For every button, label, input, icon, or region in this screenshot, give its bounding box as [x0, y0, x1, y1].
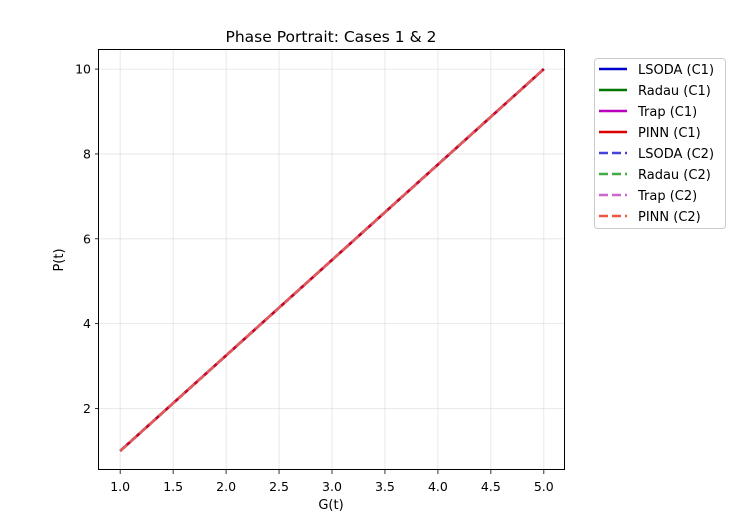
- y-axis-ticks: 2 4 6 8 10: [75, 62, 99, 416]
- x-tick-label: 1.5: [163, 479, 183, 494]
- legend-label: Trap (C1): [637, 105, 697, 120]
- y-tick-label: 8: [83, 146, 91, 161]
- plot-lines: [119, 68, 545, 452]
- x-axis-ticks: 1.0 1.5 2.0 2.5 3.0 3.5 4.0 4.5 5.0: [110, 470, 554, 494]
- x-axis-label: G(t): [318, 498, 343, 513]
- legend: LSODA (C1) Radau (C1) Trap (C1) PINN (C1) LS…: [594, 58, 726, 229]
- legend-label: LSODA (C2): [638, 147, 714, 162]
- x-tick-label: 2.5: [269, 479, 289, 494]
- y-tick-label: 4: [83, 316, 91, 331]
- x-tick-label: 1.0: [110, 479, 130, 494]
- legend-label: PINN (C2): [638, 210, 701, 225]
- legend-label: Radau (C2): [638, 168, 711, 183]
- legend-box: [594, 58, 726, 229]
- y-tick-label: 2: [83, 401, 91, 416]
- x-tick-label: 3.0: [322, 479, 342, 494]
- legend-label: Trap (C2): [637, 189, 697, 204]
- legend-label: PINN (C1): [638, 126, 701, 141]
- x-tick-label: 2.0: [216, 479, 236, 494]
- chart-title: Phase Portrait: Cases 1 & 2: [226, 28, 437, 46]
- series-line-7: [119, 68, 545, 452]
- plot-frame: [98, 49, 565, 470]
- x-tick-label: 3.5: [375, 479, 395, 494]
- y-axis-label: P(t): [52, 248, 67, 271]
- legend-label: LSODA (C1): [638, 63, 714, 78]
- legend-items: LSODA (C1) Radau (C1) Trap (C1) PINN (C1) LS…: [599, 63, 714, 225]
- y-tick-label: 10: [75, 62, 91, 77]
- x-tick-label: 5.0: [534, 479, 554, 494]
- legend-label: Radau (C1): [638, 84, 711, 99]
- y-tick-label: 6: [83, 231, 91, 246]
- x-tick-label: 4.5: [481, 479, 501, 494]
- x-tick-label: 4.0: [428, 479, 448, 494]
